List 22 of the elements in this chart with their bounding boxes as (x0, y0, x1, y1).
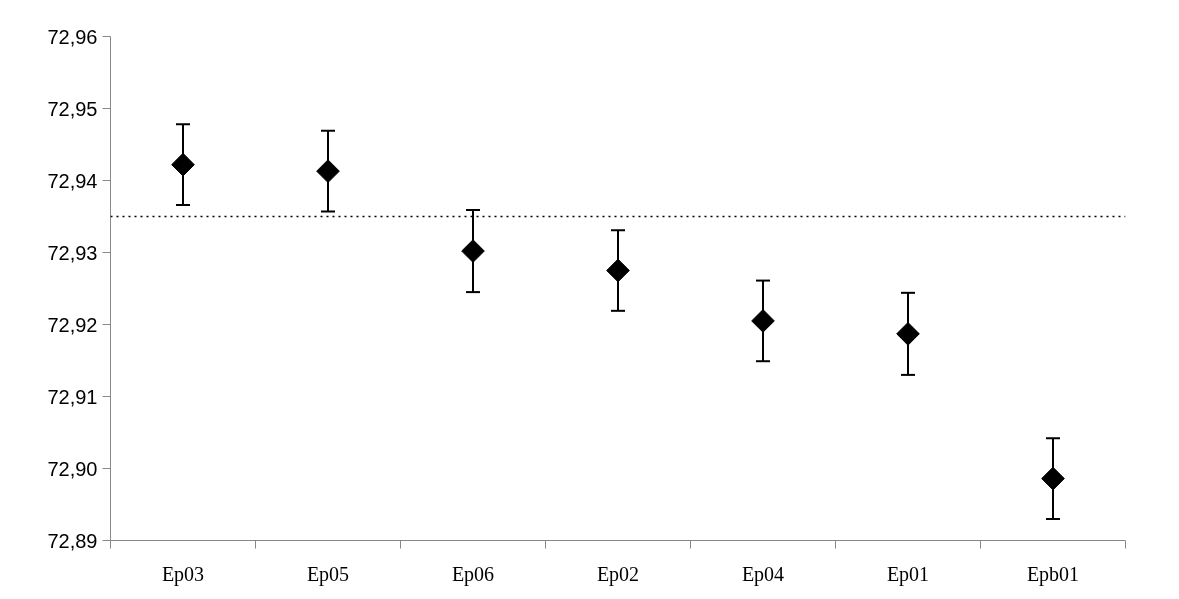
y-tick-label: 72,96 (47, 25, 98, 48)
y-tick-label: 72,92 (47, 313, 98, 336)
x-tick-label: Ep06 (451, 562, 495, 586)
point (751, 309, 775, 333)
point (316, 159, 340, 183)
x-tick-label: Ep01 (886, 562, 930, 586)
point (1041, 466, 1065, 491)
point (606, 258, 630, 283)
x-tick-label: Ep04 (741, 562, 785, 586)
y-tick-label: 72,93 (47, 241, 98, 264)
x-tick-label: Epb01 (1026, 562, 1080, 586)
y-tick-label: 72,91 (47, 385, 98, 408)
x-tick-label: Ep03 (161, 562, 205, 586)
point (171, 152, 195, 177)
point (896, 322, 920, 346)
point (461, 239, 485, 263)
x-tick-label: Ep05 (306, 562, 350, 586)
x-tick-label: Ep02 (596, 562, 640, 586)
y-tick-label: 72,94 (47, 169, 98, 192)
y-tick-label: 72,90 (47, 457, 98, 480)
y-tick-label: 72,89 (47, 529, 98, 552)
y-tick-label: 72,95 (47, 97, 98, 120)
